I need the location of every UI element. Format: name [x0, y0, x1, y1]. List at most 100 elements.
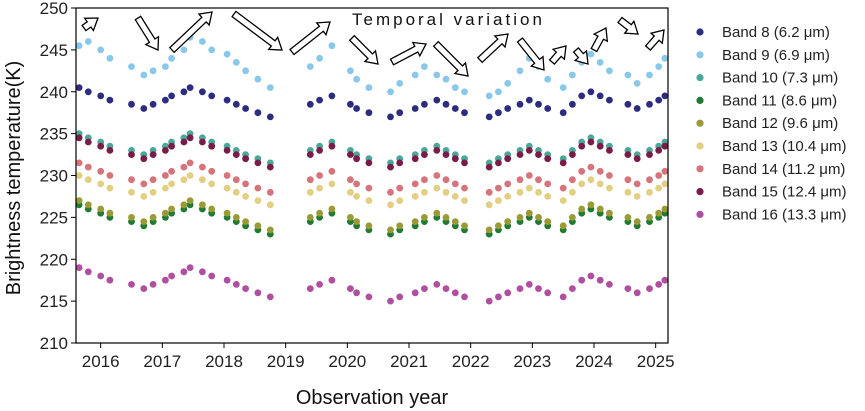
legend-item: Band 16 (13.3 μm) [696, 206, 847, 223]
data-point [633, 193, 641, 200]
series-band-15 [75, 134, 669, 171]
data-point [559, 109, 567, 117]
data-point [578, 205, 586, 213]
data-point [306, 214, 314, 221]
data-point [587, 138, 595, 146]
data-point [97, 180, 105, 188]
data-point [485, 226, 493, 234]
data-point [168, 205, 176, 213]
data-point [433, 184, 441, 192]
y-tick-label: 230 [40, 167, 68, 186]
data-point [569, 151, 576, 159]
data-point [411, 155, 419, 163]
series-band-13 [75, 172, 669, 209]
data-point [365, 109, 373, 117]
data-point [461, 293, 468, 301]
data-point [208, 167, 216, 175]
x-tick-label: 2020 [328, 352, 366, 371]
data-point [106, 276, 114, 284]
series-band-8 [75, 84, 669, 121]
data-point [106, 147, 114, 154]
data-point [633, 180, 641, 188]
data-point [433, 147, 441, 154]
data-point [442, 176, 450, 184]
data-point [223, 184, 231, 192]
legend-label: Band 13 (10.4 μm) [722, 138, 847, 155]
data-point [242, 155, 250, 163]
data-point [596, 142, 604, 150]
data-point [544, 105, 552, 112]
data-point [495, 109, 502, 117]
arrow-icon [644, 29, 665, 52]
series-band-12 [75, 197, 669, 234]
arrow-icon [134, 15, 160, 51]
data-point [232, 176, 240, 184]
data-point [421, 176, 428, 184]
data-point [525, 184, 533, 192]
data-point [633, 155, 641, 163]
data-point [504, 289, 512, 297]
legend-marker [696, 188, 704, 196]
data-point [128, 214, 135, 221]
legend-marker [696, 74, 704, 82]
data-point [433, 172, 441, 179]
data-point [569, 188, 576, 196]
data-point [624, 285, 632, 292]
data-point [516, 151, 524, 159]
data-point [596, 180, 604, 188]
data-point [106, 96, 114, 104]
data-point [544, 218, 552, 226]
y-tick-label: 220 [40, 250, 68, 269]
data-point [421, 285, 428, 292]
data-point [180, 163, 188, 171]
arrow-icon [389, 41, 428, 66]
data-point [353, 218, 360, 226]
data-point [162, 147, 169, 154]
data-point [606, 96, 613, 104]
data-point [140, 193, 148, 200]
data-point [328, 42, 336, 50]
data-point [578, 276, 586, 284]
data-point [569, 71, 576, 79]
data-point [162, 96, 169, 104]
data-point [199, 268, 206, 276]
data-point [208, 92, 216, 100]
data-point [347, 176, 354, 184]
data-point [347, 151, 354, 159]
data-point [516, 188, 524, 196]
data-point [624, 188, 632, 196]
data-point [306, 285, 314, 292]
data-point [353, 155, 360, 163]
data-point [587, 201, 595, 209]
data-point [353, 289, 360, 297]
data-point [559, 293, 567, 301]
data-point [316, 209, 323, 217]
data-point [149, 176, 157, 184]
data-point [451, 155, 459, 163]
legend-label: Band 10 (7.3 μm) [722, 70, 838, 87]
data-point [596, 205, 604, 213]
data-point [525, 147, 533, 154]
data-point [232, 214, 240, 221]
data-point [149, 214, 157, 221]
data-point [242, 105, 250, 112]
data-point [97, 92, 105, 100]
data-point [223, 96, 231, 104]
data-point [655, 209, 663, 217]
data-point [516, 176, 524, 184]
data-point [365, 197, 373, 205]
data-point [168, 92, 176, 100]
data-point [208, 205, 216, 213]
legend-marker [696, 165, 704, 173]
data-point [655, 281, 663, 288]
data-point [442, 214, 450, 221]
data-point [186, 264, 194, 271]
arrow-icon [516, 37, 545, 71]
data-point [365, 293, 373, 301]
data-point [421, 188, 428, 196]
data-point [84, 88, 92, 96]
legend-marker [696, 210, 704, 218]
arrow-icon [231, 10, 283, 51]
x-tick-label: 2023 [513, 352, 551, 371]
data-point [387, 226, 394, 234]
